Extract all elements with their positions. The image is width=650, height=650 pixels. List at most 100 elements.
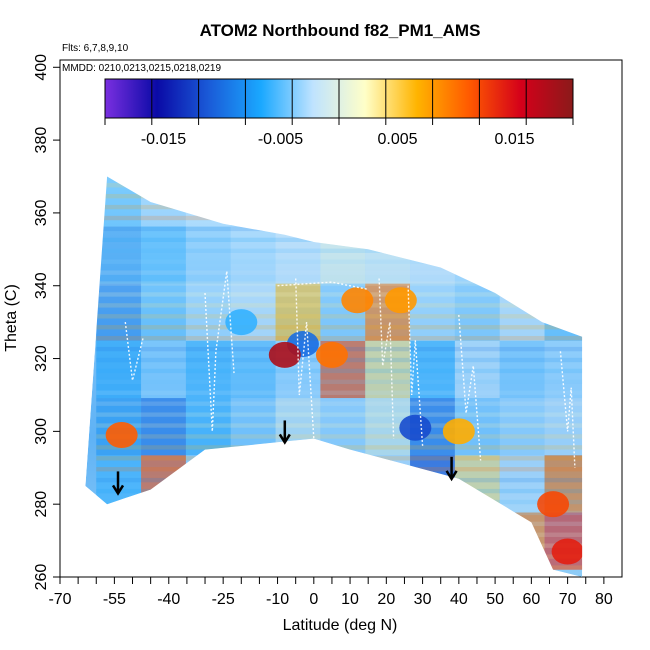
x-axis-label: Latitude (deg N) bbox=[283, 617, 398, 634]
heatmap-stripe bbox=[96, 314, 583, 319]
y-tick-label: 380 bbox=[33, 127, 50, 154]
heatmap-cell bbox=[141, 512, 186, 570]
heatmap-cell bbox=[499, 455, 545, 513]
heatmap-stripe bbox=[96, 477, 583, 483]
heatmap-cell bbox=[230, 226, 276, 284]
x-tick-label: 60 bbox=[522, 591, 540, 608]
heatmap-stripe bbox=[96, 532, 583, 537]
heatmap-stripe bbox=[96, 467, 583, 472]
heatmap-cell bbox=[230, 176, 276, 227]
chart-title: ATOM2 Northbound f82_PM1_AMS bbox=[200, 21, 481, 40]
heatmap-cell bbox=[141, 340, 186, 399]
heatmap-cell bbox=[185, 455, 231, 513]
heatmap-stripe bbox=[96, 281, 583, 286]
heatmap-stripe bbox=[96, 237, 583, 243]
heatmap-stripe bbox=[96, 456, 583, 461]
heatmap-cell bbox=[365, 176, 411, 227]
y-tick-label: 260 bbox=[33, 564, 50, 591]
flight-track bbox=[458, 314, 482, 461]
arrow-head bbox=[445, 470, 458, 482]
heatmap-cell bbox=[141, 398, 186, 456]
heatmap-highlight bbox=[225, 309, 258, 336]
heatmap-cell bbox=[320, 512, 366, 570]
heatmap-cell bbox=[544, 398, 583, 456]
heatmap-highlight bbox=[315, 341, 348, 368]
heatmap-cell bbox=[185, 283, 231, 341]
heatmap-cell bbox=[230, 455, 276, 513]
x-tick-label: -70 bbox=[48, 591, 71, 608]
heatmap-cell bbox=[96, 226, 142, 284]
heatmap-cell bbox=[365, 512, 411, 570]
y-tick-label: 400 bbox=[33, 54, 50, 81]
heatmap-stripe bbox=[96, 521, 583, 527]
heatmap-highlight bbox=[384, 287, 417, 314]
heatmap-stripe bbox=[96, 434, 583, 439]
heatmap-highlight bbox=[268, 341, 301, 368]
heatmap-stripe bbox=[96, 390, 583, 395]
heatmap-highlight bbox=[399, 414, 432, 441]
heatmap-cell bbox=[320, 455, 366, 513]
heatmap-stripe bbox=[96, 401, 583, 406]
x-tick-label: 10 bbox=[341, 591, 359, 608]
y-tick-label: 300 bbox=[33, 418, 50, 445]
flight-track bbox=[407, 285, 424, 446]
x-tick-label: -55 bbox=[103, 591, 126, 608]
heatmap-cell bbox=[185, 226, 231, 284]
heatmap-stripe bbox=[96, 565, 583, 570]
heatmap-cell bbox=[275, 176, 321, 227]
dates-annotation: MMDD: 0210,0213,0215,0218,0219 bbox=[62, 63, 221, 74]
heatmap-cell bbox=[365, 340, 411, 399]
heatmap-stripe bbox=[96, 259, 583, 264]
heatmap-stripe bbox=[96, 368, 583, 374]
heatmap-cell bbox=[544, 226, 583, 284]
field-clip-group bbox=[85, 176, 583, 577]
heatmap-highlight bbox=[537, 491, 570, 518]
heatmap-cell bbox=[544, 283, 583, 341]
heatmap-cell bbox=[320, 226, 366, 284]
heatmap-cell bbox=[365, 226, 411, 284]
y-axis: 260 280 300 320 340 360 380 400 bbox=[33, 54, 60, 591]
heatmap-cell bbox=[410, 176, 455, 227]
heatmap-cell bbox=[410, 283, 455, 341]
heatmap-cell bbox=[230, 340, 276, 399]
heatmap-stripe bbox=[96, 488, 583, 494]
heatmap-stripe bbox=[96, 510, 583, 516]
y-tick-label: 340 bbox=[33, 272, 50, 299]
heatmap-stripe bbox=[96, 412, 583, 417]
heatmap-stripe bbox=[96, 193, 583, 199]
heatmap-field bbox=[85, 176, 583, 577]
heatmap-stripe bbox=[96, 543, 583, 548]
heatmap-stripe bbox=[96, 379, 583, 385]
colorbar-tick-label: 0.015 bbox=[494, 131, 534, 148]
heatmap-cell bbox=[141, 455, 186, 513]
heatmap-cell bbox=[454, 176, 500, 227]
heatmap-stripe bbox=[96, 215, 583, 221]
heatmap-cell bbox=[454, 226, 500, 284]
heatmap-cell bbox=[96, 512, 142, 570]
heatmap-cell bbox=[275, 455, 321, 513]
flight-track bbox=[204, 271, 235, 432]
flight-track bbox=[124, 322, 145, 381]
heatmap-cell bbox=[454, 455, 500, 513]
heatmap-stripe bbox=[96, 303, 583, 308]
plot-frame bbox=[59, 59, 623, 578]
x-tick-label: 70 bbox=[559, 591, 577, 608]
y-axis-label: Theta (C) bbox=[3, 284, 20, 352]
heatmap-stripe bbox=[96, 183, 583, 188]
heatmap-cell bbox=[365, 455, 411, 513]
heatmap-highlight bbox=[551, 538, 583, 565]
heatmap-stripe bbox=[96, 270, 583, 275]
heatmap-cell bbox=[499, 226, 545, 284]
heatmap-cell bbox=[454, 283, 500, 341]
heatmap-cell bbox=[275, 512, 321, 570]
heatmap-cell bbox=[320, 176, 366, 227]
heatmap-stripe bbox=[96, 554, 583, 559]
heatmap-cell bbox=[410, 226, 455, 284]
heatmap-stripe bbox=[96, 335, 583, 341]
heatmap-cell bbox=[141, 226, 186, 284]
flight-track bbox=[378, 278, 395, 439]
x-tick-label: 80 bbox=[595, 591, 613, 608]
colorbar-tick-label: -0.005 bbox=[258, 131, 303, 148]
x-tick-label: 50 bbox=[486, 591, 504, 608]
heatmap-cell bbox=[96, 283, 142, 341]
